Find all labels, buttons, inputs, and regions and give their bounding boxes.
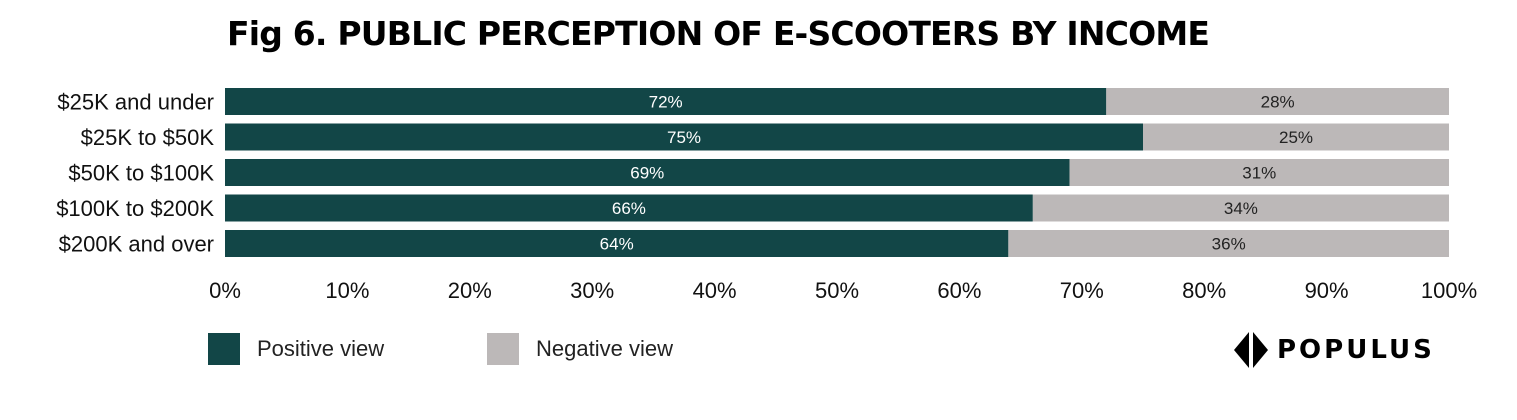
data-label-positive: 64%: [600, 235, 634, 254]
bar-segment-negative: [1032, 194, 1449, 222]
data-label-positive: 72%: [649, 93, 683, 112]
data-label-negative: 36%: [1212, 235, 1246, 254]
bar-segment-negative: [1069, 159, 1449, 186]
data-label-negative: 34%: [1224, 199, 1258, 218]
data-label-positive: 69%: [630, 164, 664, 183]
x-tick-label: 20%: [448, 278, 492, 303]
bar-segment-positive: [225, 159, 1070, 186]
legend-swatch-positive: [208, 333, 240, 365]
x-tick-label: 60%: [937, 278, 981, 303]
bar-segment-negative: [1106, 88, 1449, 115]
bar-segment-positive: [225, 123, 1143, 151]
category-label: $200K and over: [59, 232, 214, 257]
category-label: $50K to $100K: [68, 161, 214, 186]
data-label-positive: 66%: [612, 199, 646, 218]
legend-label-negative: Negative view: [536, 336, 673, 361]
legend-swatch-negative: [487, 333, 519, 365]
x-tick-label: 100%: [1421, 278, 1477, 303]
legend-item-negative: Negative view: [487, 332, 673, 366]
x-tick-label: 70%: [1060, 278, 1104, 303]
x-tick-label: 80%: [1182, 278, 1226, 303]
legend-item-positive: Positive view: [208, 332, 384, 366]
data-label-negative: 28%: [1261, 93, 1295, 112]
bar-segment-positive: [225, 88, 1107, 115]
brand-name: POPULUS: [1277, 335, 1435, 365]
bar-segment-positive: [225, 230, 1009, 257]
bar-segment-negative: [1008, 230, 1449, 257]
populus-logo: POPULUS: [1233, 331, 1435, 369]
x-tick-label: 40%: [693, 278, 737, 303]
bar-segment-negative: [1143, 123, 1449, 151]
x-tick-label: 90%: [1305, 278, 1349, 303]
x-tick-label: 30%: [570, 278, 614, 303]
bar-segment-positive: [225, 194, 1033, 222]
data-label-negative: 31%: [1242, 164, 1276, 183]
x-tick-label: 10%: [325, 278, 369, 303]
populus-diamond-logo-icon: [1234, 332, 1268, 368]
chart-title: Fig 6. PUBLIC PERCEPTION OF E-SCOOTERS B…: [227, 14, 1210, 53]
x-tick-label: 0%: [209, 278, 241, 303]
stacked-bar-chart: $25K and under 72% 28% $25K to $50K 75% 25% $5…: [56, 88, 1477, 303]
category-label: $100K to $200K: [56, 196, 214, 221]
data-label-negative: 25%: [1279, 128, 1313, 147]
category-label: $25K and under: [57, 90, 214, 115]
legend-label-positive: Positive view: [257, 336, 385, 361]
x-tick-label: 50%: [815, 278, 859, 303]
data-label-positive: 75%: [667, 128, 701, 147]
category-label: $25K to $50K: [81, 125, 215, 150]
